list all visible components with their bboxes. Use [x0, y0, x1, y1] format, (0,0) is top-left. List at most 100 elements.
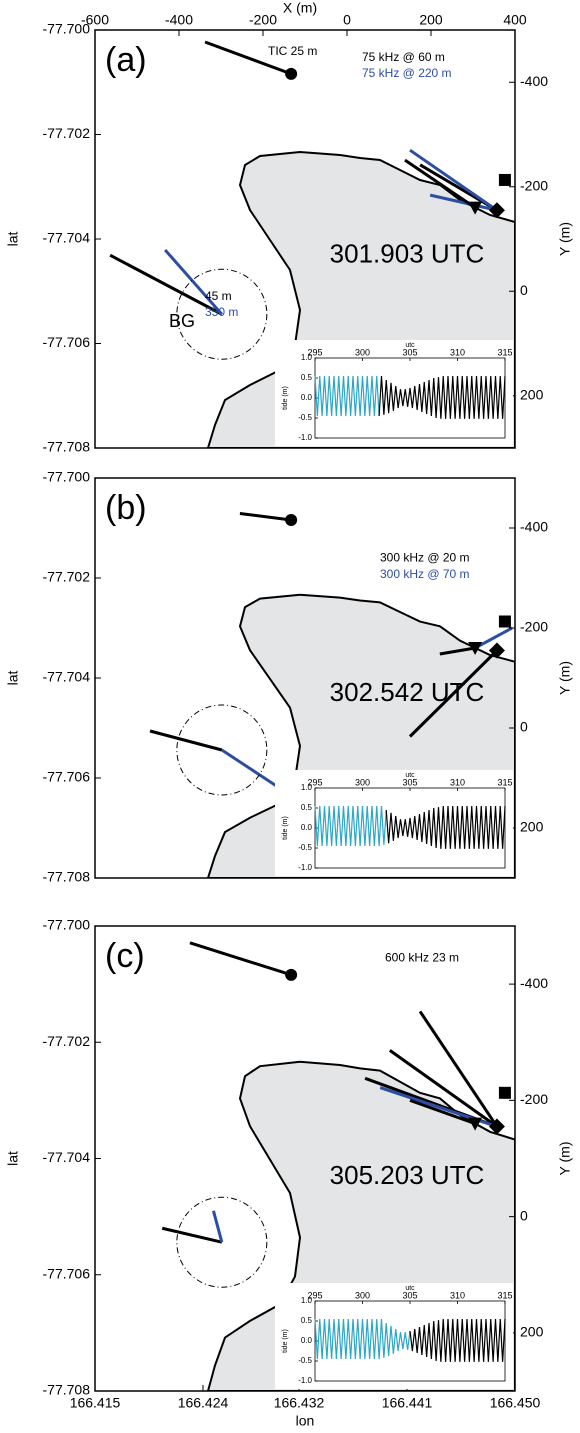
inset-y-tick-label: -1.0 [298, 863, 312, 872]
map-frame [94, 925, 516, 1392]
map-frame [94, 29, 516, 449]
instrument-marker [488, 642, 505, 659]
inset-x-tick-label: 300 [355, 777, 370, 787]
velocity-vector [388, 1049, 498, 1128]
inset-y-tick-label: 0.0 [301, 823, 313, 832]
lat-tick-label: -77.704 [43, 230, 91, 246]
inset-y-tick-label: -0.5 [298, 413, 312, 422]
inset-y-tick-label: 1.0 [301, 783, 313, 792]
inset-y-tick-label: -0.5 [298, 1356, 312, 1365]
instrument-marker [468, 201, 483, 215]
inset-x-tick-label: 300 [355, 347, 370, 357]
y2-axis-label: Y (m) [557, 1142, 573, 1176]
tide-future-line [385, 805, 506, 849]
instrument-marker [498, 615, 511, 628]
y2-tick-label: -200 [520, 1091, 548, 1107]
lat-axis-label: lat [5, 232, 21, 247]
instrument-marker [488, 202, 505, 219]
inset-y-tick-label: -1.0 [298, 1376, 312, 1385]
lat-tick-label: -77.704 [43, 1149, 91, 1165]
inset-y-tick-label: 0.0 [301, 1336, 313, 1345]
inset-y-tick-label: -1.0 [298, 433, 312, 442]
inset-x-tick-label: 315 [497, 777, 512, 787]
y2-tick-label: -200 [520, 177, 548, 193]
annotation: BG [169, 311, 195, 331]
y2-tick-label: -400 [520, 519, 548, 535]
lon-tick-label: 166.424 [178, 1395, 229, 1411]
lat-tick-label: -77.708 [43, 1382, 91, 1398]
x2-tick-label: -200 [249, 12, 277, 28]
velocity-vector [204, 40, 292, 76]
inset-y-tick-label: 0.0 [301, 393, 313, 402]
velocity-vector [418, 1010, 499, 1128]
velocity-vector [409, 148, 498, 212]
lat-axis-label: lat [5, 671, 21, 686]
inset-x-tick-label: 310 [450, 1290, 465, 1300]
inset-x-tick-label: 305 [402, 347, 417, 357]
velocity-vector [109, 253, 223, 316]
x2-tick-label: 0 [343, 12, 351, 28]
y2-tick-label: 0 [520, 282, 528, 298]
map-frame [94, 477, 516, 879]
inset-x-tick-label: 315 [497, 1290, 512, 1300]
instrument-marker [285, 67, 298, 80]
inset-y-tick-label: 0.5 [301, 373, 313, 382]
velocity-vector [161, 1226, 223, 1244]
velocity-vector [164, 248, 223, 316]
x2-tick-label: -600 [81, 12, 109, 28]
panel-label: (b) [105, 489, 147, 527]
lat-axis-label: lat [5, 1151, 21, 1166]
inset-x-tick-label: 305 [402, 1290, 417, 1300]
velocity-vector [189, 941, 292, 977]
inset-x-tick-label: 295 [307, 347, 322, 357]
instrument-marker [176, 1196, 268, 1288]
instrument-marker [285, 514, 298, 526]
inset-y-label: tide (m) [282, 816, 289, 840]
inset-x-label: utc [405, 342, 415, 349]
inset-x-tick-label: 295 [307, 777, 322, 787]
lon-tick-label: 166.441 [382, 1395, 433, 1411]
annotation: 75 kHz @ 60 m [362, 50, 445, 64]
inset-y-label: tide (m) [282, 1329, 289, 1353]
time-label: 305.203 UTC [330, 1160, 485, 1190]
inset-y-tick-label: -0.5 [298, 843, 312, 852]
velocity-vector [429, 193, 498, 212]
x2-axis-label: X (m) [283, 0, 317, 16]
inset-x-label: utc [405, 772, 415, 779]
instrument-marker [498, 173, 511, 186]
instrument-marker [176, 704, 268, 796]
y2-tick-label: -400 [520, 73, 548, 89]
y2-tick-label: 200 [520, 1324, 544, 1340]
inset-y-label: tide (m) [282, 386, 289, 410]
inset-x-tick-label: 300 [355, 1290, 370, 1300]
instrument-marker [468, 642, 483, 655]
inset-x-tick-label: 310 [450, 777, 465, 787]
annotation: 350 m [205, 305, 238, 319]
instrument-marker [468, 1117, 483, 1131]
velocity-vector [221, 748, 286, 793]
x2-tick-label: 400 [503, 12, 527, 28]
panel-label: (c) [105, 937, 145, 975]
lat-tick-label: -77.702 [43, 569, 91, 585]
tide-future-line [378, 375, 506, 419]
lat-tick-label: -77.700 [43, 917, 91, 933]
inset-y-tick-label: 0.5 [301, 1316, 313, 1325]
lat-tick-label: -77.706 [43, 1265, 91, 1281]
instrument-marker [498, 1086, 511, 1099]
lon-tick-label: 166.415 [70, 1395, 121, 1411]
inset-x-label: utc [405, 1285, 415, 1292]
y2-tick-label: 200 [520, 386, 544, 402]
y2-tick-label: -200 [520, 619, 548, 635]
annotation: 600 kHz 23 m [385, 950, 459, 964]
lat-tick-label: -77.708 [43, 869, 91, 885]
annotation: 75 kHz @ 220 m [362, 66, 452, 80]
y2-tick-label: 0 [520, 1207, 528, 1223]
velocity-vector [239, 512, 292, 522]
time-label: 301.903 UTC [330, 239, 485, 269]
y2-axis-label: Y (m) [557, 222, 573, 256]
x2-tick-label: 200 [419, 12, 443, 28]
tide-past-line [314, 375, 380, 417]
lat-tick-label: -77.704 [43, 669, 91, 685]
annotation: 300 kHz @ 70 m [380, 567, 470, 581]
